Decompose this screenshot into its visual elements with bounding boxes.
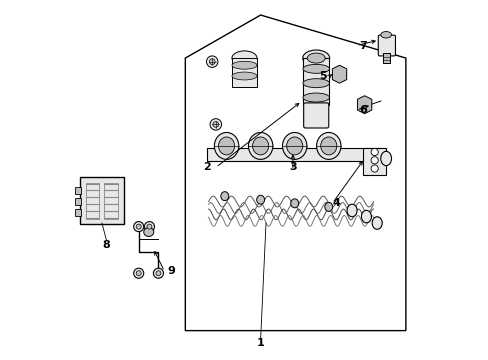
Polygon shape: [357, 96, 371, 114]
Circle shape: [370, 148, 378, 156]
Ellipse shape: [248, 132, 272, 159]
Ellipse shape: [231, 61, 257, 69]
FancyBboxPatch shape: [75, 187, 81, 194]
Ellipse shape: [306, 53, 325, 63]
Text: 7: 7: [358, 41, 366, 50]
Ellipse shape: [380, 32, 391, 38]
Ellipse shape: [143, 228, 153, 237]
Text: 1: 1: [256, 338, 264, 348]
FancyBboxPatch shape: [303, 58, 329, 105]
FancyBboxPatch shape: [75, 198, 81, 205]
Circle shape: [136, 224, 141, 229]
Text: 8: 8: [102, 239, 110, 249]
Ellipse shape: [218, 137, 234, 155]
FancyBboxPatch shape: [80, 177, 123, 224]
Circle shape: [206, 56, 218, 67]
Circle shape: [133, 222, 143, 231]
Ellipse shape: [302, 50, 329, 66]
Ellipse shape: [320, 137, 336, 155]
Ellipse shape: [332, 67, 346, 81]
Text: 6: 6: [358, 105, 366, 115]
FancyBboxPatch shape: [382, 53, 389, 63]
Circle shape: [210, 119, 221, 130]
Ellipse shape: [303, 79, 329, 87]
Ellipse shape: [231, 72, 257, 80]
Ellipse shape: [371, 217, 382, 229]
Circle shape: [212, 122, 218, 127]
Ellipse shape: [256, 195, 264, 204]
Ellipse shape: [231, 51, 257, 65]
Ellipse shape: [346, 204, 356, 217]
Ellipse shape: [303, 93, 329, 102]
Circle shape: [136, 271, 141, 276]
Circle shape: [133, 268, 143, 278]
Circle shape: [153, 268, 163, 278]
Ellipse shape: [290, 199, 298, 208]
Ellipse shape: [324, 202, 332, 211]
Circle shape: [144, 222, 154, 231]
Text: 3: 3: [288, 162, 296, 172]
Text: 9: 9: [167, 266, 175, 276]
Polygon shape: [332, 65, 346, 83]
FancyBboxPatch shape: [231, 58, 257, 87]
FancyBboxPatch shape: [378, 35, 395, 56]
Text: 4: 4: [331, 198, 339, 208]
Ellipse shape: [357, 98, 371, 112]
Ellipse shape: [361, 210, 371, 223]
Circle shape: [209, 59, 215, 64]
Ellipse shape: [380, 151, 391, 166]
Ellipse shape: [303, 64, 329, 73]
Text: 5: 5: [319, 71, 326, 81]
Ellipse shape: [221, 192, 228, 201]
FancyBboxPatch shape: [206, 148, 380, 161]
Circle shape: [156, 271, 161, 276]
FancyBboxPatch shape: [303, 103, 328, 128]
Ellipse shape: [316, 132, 340, 159]
Circle shape: [370, 165, 378, 172]
Ellipse shape: [282, 132, 306, 159]
Circle shape: [147, 224, 152, 229]
Text: 2: 2: [203, 162, 210, 172]
Circle shape: [370, 157, 378, 164]
Ellipse shape: [286, 137, 302, 155]
Ellipse shape: [214, 132, 238, 159]
Ellipse shape: [252, 137, 268, 155]
FancyBboxPatch shape: [362, 148, 386, 175]
FancyBboxPatch shape: [75, 209, 81, 216]
